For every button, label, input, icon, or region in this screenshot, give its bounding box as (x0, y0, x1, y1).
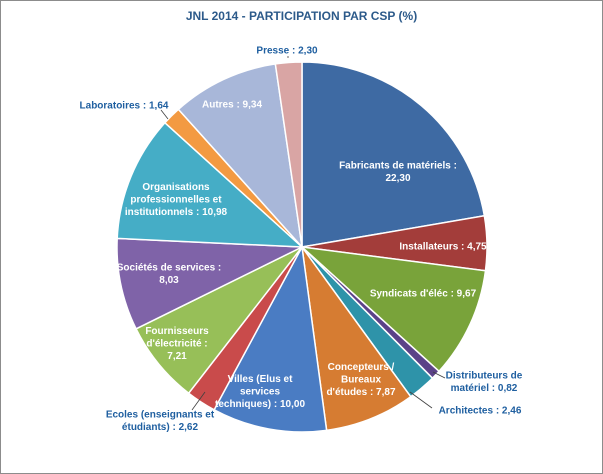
slice-label: Architectes : 2,46 (439, 406, 522, 417)
slice-label: Villes (Elus et services techniques) : 10,… (215, 374, 305, 410)
slice-label: Concepteurs / Bureaux d'études : 7,87 (326, 362, 396, 398)
slice-label: Distributeurs de matériel : 0,82 (446, 370, 523, 394)
slice-label: Organisations professionnelles et institut… (125, 182, 228, 218)
pie-slice (301, 246, 412, 432)
chart-title: JNL 2014 - PARTICIPATION PAR CSP (%) (185, 9, 418, 23)
pie-slice (274, 61, 303, 248)
pie-slice (299, 245, 487, 373)
slice-label: Sociétés de services :8,03 (117, 262, 222, 286)
leader-line (191, 391, 206, 411)
leader-line (409, 391, 433, 409)
slice-label: Laboratoires : 1,64 (80, 101, 169, 112)
pie-slice (177, 63, 304, 250)
pie-slice (213, 244, 328, 433)
slice-label: Installateurs : 4,75 (399, 242, 487, 253)
leader-line (160, 109, 169, 120)
slice-label: Fabricants de matériels :22,30 (339, 160, 457, 184)
slice-label: Syndicats d'éléc : 9,67 (370, 289, 477, 300)
slice-label: Fournisseurs d'électricité :7,21 (145, 326, 209, 362)
slice-label: Autres : 9,34 (202, 100, 262, 111)
leader-line (432, 371, 446, 379)
pie-slice (116, 121, 305, 248)
pie-slice (116, 237, 303, 330)
slice-label: Presse : 2,30 (256, 46, 318, 57)
slice-label: Ecoles (enseignants et étudiants) : 2,62 (106, 409, 215, 433)
pie-slice (301, 61, 486, 248)
